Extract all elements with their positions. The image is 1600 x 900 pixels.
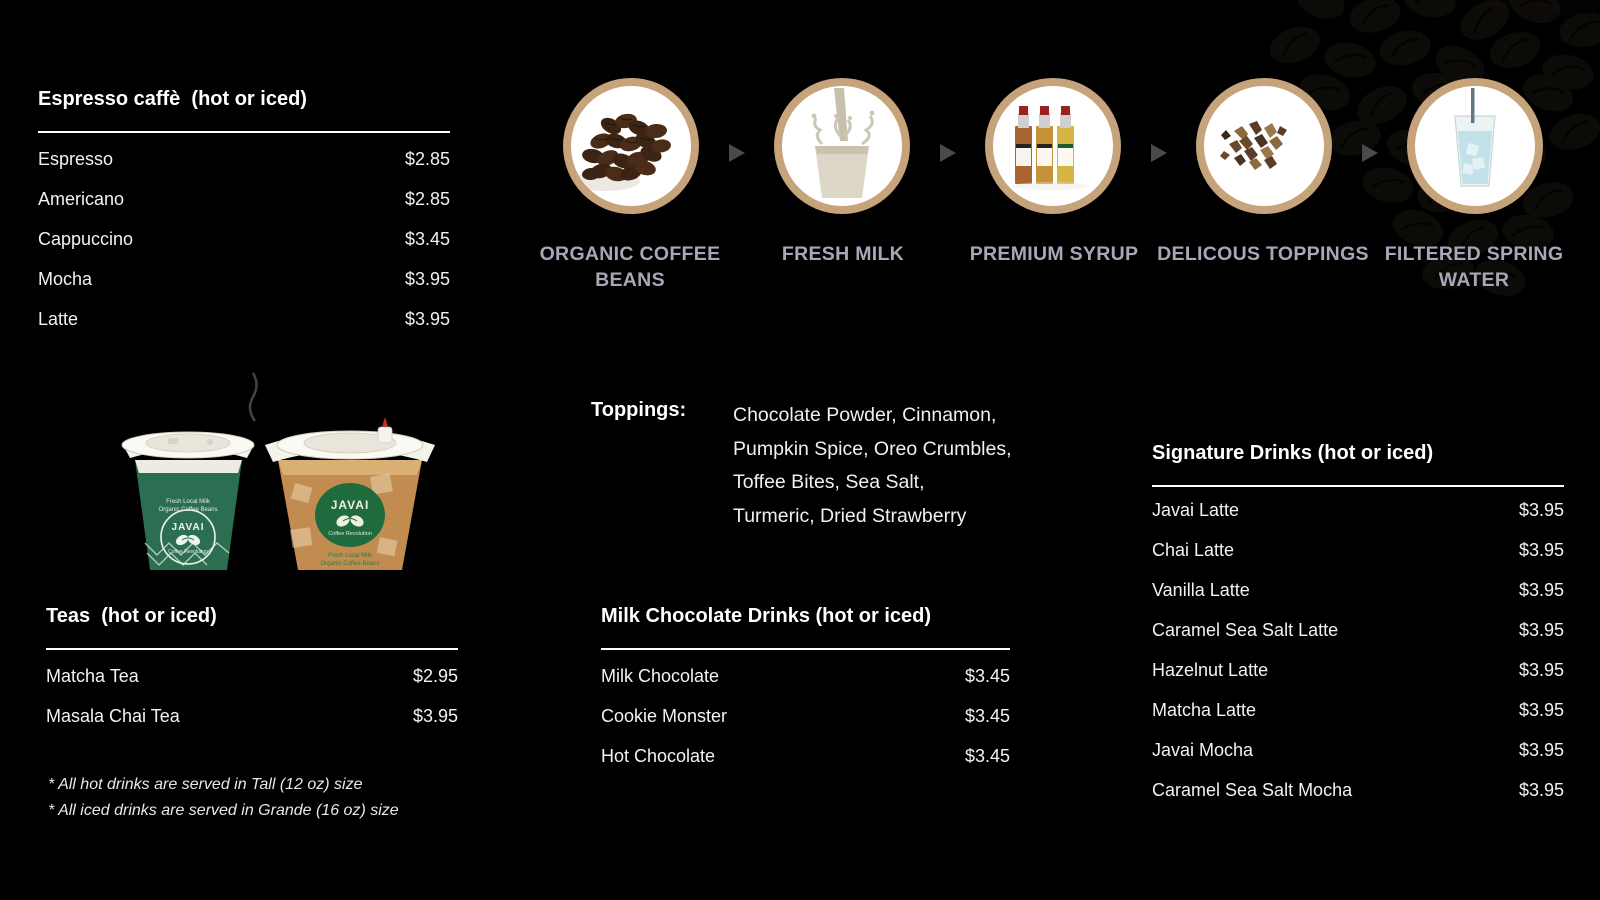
svg-text:JAVAI: JAVAI <box>331 498 370 512</box>
svg-text:Coffee Revolution: Coffee Revolution <box>328 531 372 537</box>
svg-text:Coffee Revolution: Coffee Revolution <box>168 549 208 555</box>
svg-text:JAVAI: JAVAI <box>172 522 205 533</box>
svg-text:Fresh Local Milk: Fresh Local Milk <box>166 499 211 505</box>
svg-text:Organic Coffee Beans: Organic Coffee Beans <box>321 561 380 567</box>
svg-text:Fresh Local Milk: Fresh Local Milk <box>328 553 373 559</box>
